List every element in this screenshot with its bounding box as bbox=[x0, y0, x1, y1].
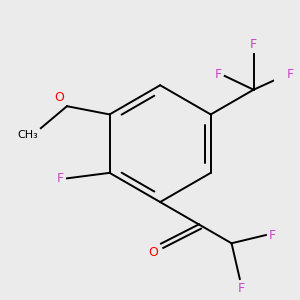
Text: CH₃: CH₃ bbox=[17, 130, 38, 140]
Text: O: O bbox=[148, 246, 158, 260]
Text: F: F bbox=[286, 68, 294, 81]
Text: F: F bbox=[269, 229, 276, 242]
Text: F: F bbox=[215, 68, 222, 81]
Text: O: O bbox=[54, 91, 64, 104]
Text: F: F bbox=[250, 38, 257, 51]
Text: F: F bbox=[57, 172, 64, 185]
Text: F: F bbox=[238, 282, 245, 296]
